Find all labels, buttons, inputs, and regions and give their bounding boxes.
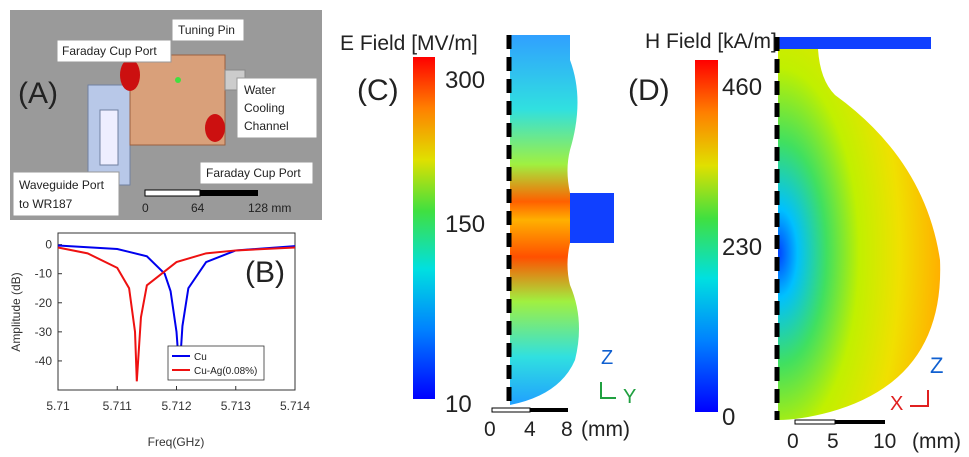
panel-b: (B) Freq(GHz) Amplitude (dB) 0 -10 -20 -30 -… bbox=[9, 233, 310, 449]
scale-label: 0 bbox=[787, 430, 799, 453]
colorbar bbox=[413, 57, 435, 399]
callout-text: Channel bbox=[244, 119, 289, 133]
colorbar-tick: 230 bbox=[722, 234, 762, 261]
axis-indicator: Y bbox=[623, 386, 636, 408]
waveguide-opening bbox=[100, 110, 118, 165]
colorbar-tick: 0 bbox=[722, 404, 735, 431]
pin-region bbox=[570, 193, 614, 243]
scale-label: 0 bbox=[484, 418, 496, 441]
x-tick-label: 5.714 bbox=[280, 399, 310, 413]
callout-text: Faraday Cup Port bbox=[206, 166, 301, 180]
scale-bar bbox=[835, 420, 885, 424]
y-axis-label: Amplitude (dB) bbox=[9, 272, 23, 351]
colorbar-tick: 10 bbox=[445, 391, 472, 418]
panel-label: (D) bbox=[628, 74, 670, 107]
legend-label: Cu bbox=[194, 352, 207, 363]
colorbar-tick: 460 bbox=[722, 74, 762, 101]
callout-text: Faraday Cup Port bbox=[62, 44, 157, 58]
x-axis-label: Freq(GHz) bbox=[148, 435, 205, 449]
y-tick-label: -30 bbox=[35, 325, 53, 339]
axis-arrow bbox=[601, 382, 616, 398]
axis-indicator: Z bbox=[601, 347, 613, 369]
scale-label: 0 bbox=[142, 201, 149, 215]
scale-label: 5 bbox=[827, 430, 839, 453]
callout-text: Tuning Pin bbox=[178, 23, 235, 37]
panel-a: (A) Tuning Pin Faraday Cup Port Water Co… bbox=[10, 10, 322, 220]
scale-label: 10 bbox=[873, 430, 896, 453]
panel-d: H Field [kA/m] (D) 460 230 0 0 5 10 (mm)… bbox=[628, 30, 961, 453]
axis-indicator: X bbox=[890, 393, 903, 415]
colorbar-title: H Field [kA/m] bbox=[645, 30, 777, 53]
scale-bar bbox=[795, 420, 835, 424]
x-tick-label: 5.71 bbox=[46, 399, 70, 413]
panel-label: (C) bbox=[357, 74, 399, 107]
panel-c: E Field [MV/m] (C) 300 150 10 0 4 8 (mm)… bbox=[340, 32, 636, 441]
x-tick-label: 5.712 bbox=[161, 399, 191, 413]
colorbar bbox=[695, 60, 718, 412]
colorbar-tick: 150 bbox=[445, 211, 485, 238]
scale-label: (mm) bbox=[581, 418, 630, 441]
y-tick-label: 0 bbox=[45, 238, 52, 252]
scale-bar bbox=[492, 408, 530, 412]
y-tick-label: -20 bbox=[35, 296, 53, 310]
panel-label: (A) bbox=[18, 77, 58, 110]
colorbar-tick: 300 bbox=[445, 67, 485, 94]
scale-bar bbox=[145, 190, 200, 196]
y-tick-label: -10 bbox=[35, 267, 53, 281]
x-tick-label: 5.711 bbox=[103, 399, 132, 413]
callout-text: Water bbox=[244, 83, 276, 97]
callout-text: Cooling bbox=[244, 101, 285, 115]
panel-label: (B) bbox=[245, 256, 285, 289]
figure: (A) Tuning Pin Faraday Cup Port Water Co… bbox=[0, 0, 969, 457]
scale-label: (mm) bbox=[912, 430, 961, 453]
colorbar-title: E Field [MV/m] bbox=[340, 32, 478, 55]
scale-label: 8 bbox=[561, 418, 573, 441]
axis-indicator: Z bbox=[930, 353, 943, 378]
callout-text: to WR187 bbox=[19, 197, 73, 211]
scale-label: 64 bbox=[191, 201, 205, 215]
scale-label: 4 bbox=[524, 418, 536, 441]
h-field-map bbox=[778, 49, 940, 420]
cup-port bbox=[120, 59, 140, 91]
axis-arrow bbox=[910, 390, 928, 406]
cup-port bbox=[205, 114, 225, 142]
y-tick-label: -40 bbox=[35, 354, 53, 368]
legend-label: Cu-Ag(0.08%) bbox=[194, 366, 257, 377]
h-field-map bbox=[778, 37, 931, 49]
callout-text: Waveguide Port bbox=[19, 178, 105, 192]
scale-bar bbox=[530, 408, 568, 412]
scale-label: 128 mm bbox=[248, 201, 291, 215]
x-tick-label: 5.713 bbox=[221, 399, 251, 413]
scale-bar bbox=[200, 190, 258, 196]
tuning-pin bbox=[175, 77, 181, 83]
